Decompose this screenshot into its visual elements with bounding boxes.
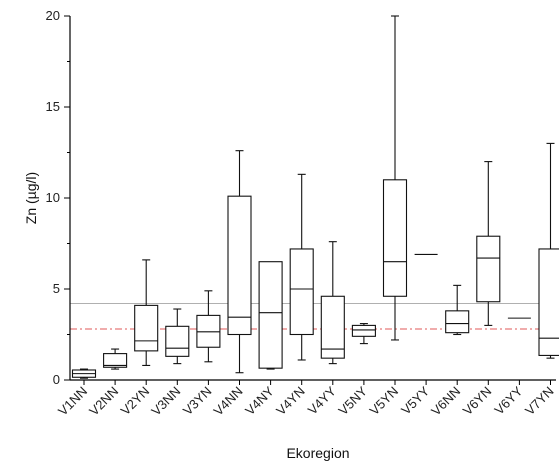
x-tick-label: V4NY [242,383,277,418]
x-tick-label: V2NN [86,384,121,419]
y-tick-label: 0 [53,372,60,387]
x-tick-label: V7YN [522,384,557,419]
box-v4yy [320,241,345,365]
box-iqr-rect [320,295,345,359]
y-tick-label: 20 [46,8,60,23]
x-ticks: V1NNV2NNV2YNV3NNV3YNV4NNV4NYV4YNV4YYV5NY… [55,380,557,419]
box-iqr-rect [165,325,190,357]
box-v7yn [538,142,559,359]
x-tick-label: V6NN [428,384,463,419]
x-tick-label: V4NN [210,384,245,419]
box-v2nn [103,348,128,370]
y-tick-label: 15 [46,99,60,114]
box-v1nn [71,368,97,379]
x-tick-label: V4YY [305,383,339,417]
x-tick-label: V4YN [273,384,308,419]
y-tick-label: 10 [46,190,60,205]
box-v6yn [476,161,501,326]
x-tick-label: V5YY [398,383,432,417]
x-tick-label: V6YY [491,383,525,417]
x-tick-label: V2YN [118,384,153,419]
box-iqr-rect [538,248,559,356]
box-iqr-rect [134,304,159,352]
y-axis-title: Zn (µg/l) [23,172,39,224]
box-iqr-rect [445,310,470,334]
box-v3yn [196,290,221,363]
box-series [71,15,559,379]
box-iqr-rect [103,353,128,368]
box-v3nn [165,308,190,365]
box-v5ny [351,323,376,345]
box-v4nn [227,150,252,374]
box-v5yn [382,15,408,341]
x-tick-label: V5NY [335,383,370,418]
y-ticks: 0 5 10 15 20 [46,8,70,387]
x-tick-label: V1NN [55,384,90,419]
box-v4ny [258,261,283,370]
x-axis-title: Ekoregion [286,445,349,461]
x-tick-label: V3YN [180,384,215,419]
box-iqr-rect [476,235,501,303]
box-v6nn [445,284,470,336]
y-tick-label: 5 [53,281,60,296]
box-v2yn [134,259,159,366]
box-iqr-rect [289,248,314,336]
x-tick-label: V6YN [460,384,495,419]
box-iqr-rect [382,179,408,297]
x-tick-label: V5YN [366,384,401,419]
box-v4yn [289,173,314,361]
box-iqr-rect [227,195,252,336]
box-iqr-rect [351,324,376,337]
box-iqr-rect [258,261,283,369]
x-tick-label: V3NN [148,384,183,419]
